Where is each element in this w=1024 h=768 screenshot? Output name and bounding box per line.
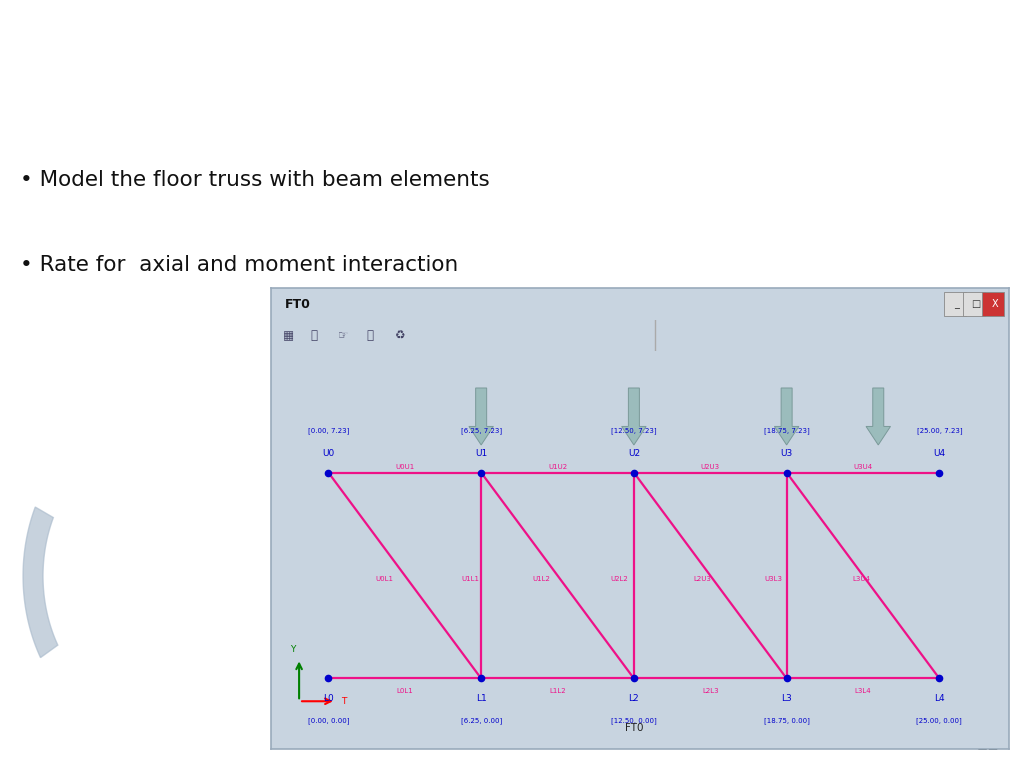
Text: U4: U4 bbox=[933, 449, 945, 458]
Text: U2U3: U2U3 bbox=[700, 464, 720, 470]
Text: 🔍: 🔍 bbox=[310, 329, 317, 342]
Text: L2L3: L2L3 bbox=[701, 688, 719, 694]
FancyBboxPatch shape bbox=[982, 292, 1005, 316]
Text: [18.75, 7.23]: [18.75, 7.23] bbox=[764, 427, 810, 434]
Text: FT0: FT0 bbox=[625, 723, 643, 733]
Text: [6.25, 7.23]: [6.25, 7.23] bbox=[461, 427, 502, 434]
Text: U1L2: U1L2 bbox=[532, 576, 550, 582]
Text: • Model the floor truss with beam elements: • Model the floor truss with beam elemen… bbox=[20, 170, 490, 190]
Text: ▦: ▦ bbox=[283, 329, 294, 342]
Text: [25.00, 7.23]: [25.00, 7.23] bbox=[916, 427, 963, 434]
Text: [6.25, 0.00]: [6.25, 0.00] bbox=[461, 717, 502, 723]
Text: U1U2: U1U2 bbox=[548, 464, 567, 470]
Text: U0L1: U0L1 bbox=[376, 576, 393, 582]
Text: U1: U1 bbox=[475, 449, 487, 458]
Polygon shape bbox=[24, 507, 57, 657]
Text: U2: U2 bbox=[628, 449, 640, 458]
Text: Truss Analysis – Floor Truss: Truss Analysis – Floor Truss bbox=[23, 31, 659, 76]
Text: U3U4: U3U4 bbox=[853, 464, 872, 470]
Text: U3: U3 bbox=[780, 449, 793, 458]
Text: ☞: ☞ bbox=[339, 329, 349, 342]
Text: L2U3: L2U3 bbox=[693, 576, 712, 582]
FancyArrow shape bbox=[866, 388, 891, 445]
Text: U0: U0 bbox=[323, 449, 335, 458]
Text: [18.75, 0.00]: [18.75, 0.00] bbox=[764, 717, 810, 723]
Text: [25.00, 0.00]: [25.00, 0.00] bbox=[916, 717, 963, 723]
FancyBboxPatch shape bbox=[944, 292, 966, 316]
Text: [12.50, 7.23]: [12.50, 7.23] bbox=[611, 427, 656, 434]
Text: L4: L4 bbox=[934, 694, 945, 703]
Text: L3L4: L3L4 bbox=[855, 688, 871, 694]
Text: L0L1: L0L1 bbox=[396, 688, 413, 694]
Text: L3U4: L3U4 bbox=[852, 576, 870, 582]
FancyBboxPatch shape bbox=[963, 292, 985, 316]
Text: T: T bbox=[341, 697, 346, 706]
Text: L3: L3 bbox=[781, 694, 792, 703]
FancyArrow shape bbox=[774, 388, 799, 445]
Text: ⭡: ⭡ bbox=[367, 329, 374, 342]
Text: _: _ bbox=[954, 299, 959, 310]
Text: L1: L1 bbox=[476, 694, 486, 703]
Text: [0.00, 7.23]: [0.00, 7.23] bbox=[308, 427, 349, 434]
Text: L0: L0 bbox=[323, 694, 334, 703]
Text: X: X bbox=[992, 299, 998, 310]
Text: FT0: FT0 bbox=[285, 298, 310, 310]
Text: 22: 22 bbox=[977, 736, 999, 754]
Text: ♻: ♻ bbox=[394, 329, 404, 342]
Text: [12.50, 0.00]: [12.50, 0.00] bbox=[611, 717, 656, 723]
FancyArrow shape bbox=[469, 388, 494, 445]
Text: L1L2: L1L2 bbox=[549, 688, 566, 694]
Text: Y: Y bbox=[291, 645, 296, 654]
Text: U0U1: U0U1 bbox=[395, 464, 415, 470]
Text: • Rate for  axial and moment interaction: • Rate for axial and moment interaction bbox=[20, 255, 459, 275]
Text: [0.00, 0.00]: [0.00, 0.00] bbox=[307, 717, 349, 723]
Text: □: □ bbox=[972, 299, 981, 310]
Text: U3L3: U3L3 bbox=[764, 576, 782, 582]
FancyArrow shape bbox=[622, 388, 646, 445]
Text: U2L2: U2L2 bbox=[610, 576, 628, 582]
Text: L2: L2 bbox=[629, 694, 639, 703]
Text: U1L1: U1L1 bbox=[461, 576, 479, 582]
